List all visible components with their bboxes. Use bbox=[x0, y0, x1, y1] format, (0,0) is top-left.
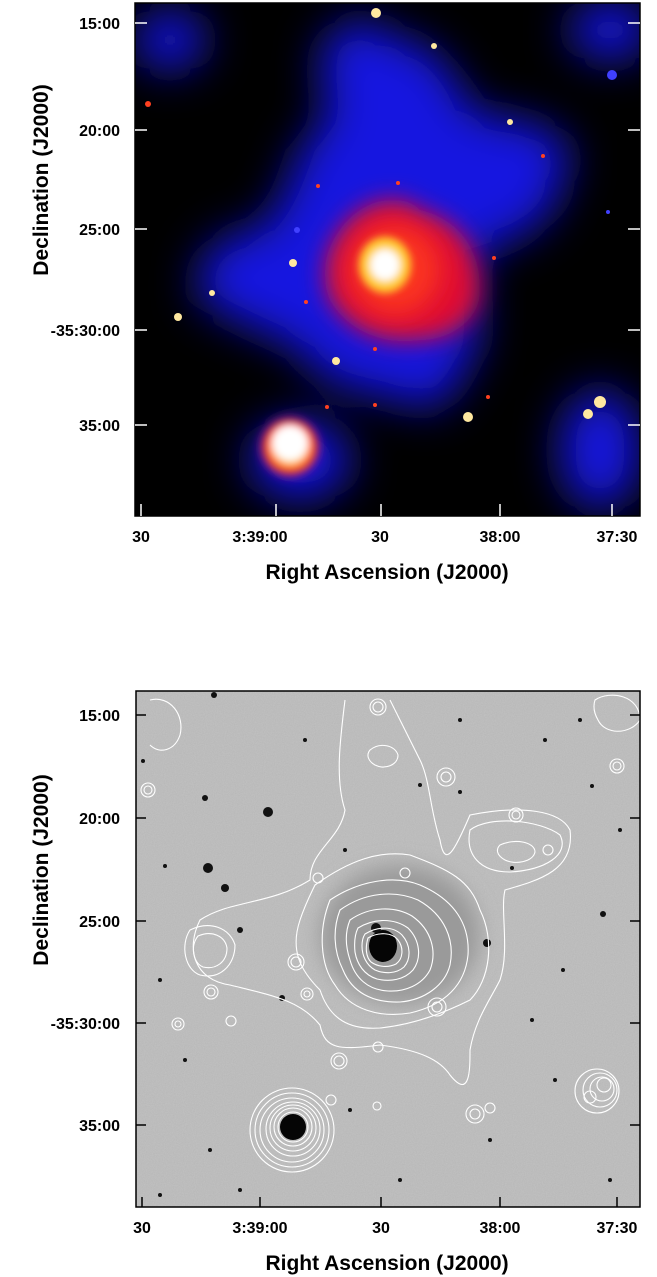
xray-frame bbox=[134, 2, 641, 517]
optical-frame bbox=[135, 690, 641, 1208]
xray-image bbox=[135, 3, 640, 516]
y-tick-label: -35:30:00 bbox=[51, 323, 120, 340]
x-tick-label: 3:39:00 bbox=[232, 1220, 287, 1237]
y-tick-label: 25:00 bbox=[79, 914, 120, 931]
x-tick-label: 38:00 bbox=[480, 1220, 521, 1237]
xray-contours bbox=[140, 694, 640, 1173]
x-tick-label: 30 bbox=[132, 529, 150, 546]
x-tick-label: 30 bbox=[372, 1220, 390, 1237]
x-tick-label: 30 bbox=[371, 529, 389, 546]
optical-figure: 15:00 20:00 25:00 -35:30:00 35:00 30 3:3… bbox=[30, 690, 641, 1275]
y-tick-label: 25:00 bbox=[79, 222, 120, 239]
x-tick-label: 3:39:00 bbox=[232, 529, 287, 546]
y-tick-label: 15:00 bbox=[79, 16, 120, 33]
xray-panel: 15:00 20:00 25:00 -35:30:00 35:00 30 3:3… bbox=[0, 0, 657, 590]
y-axis-title: Declination (J2000) bbox=[30, 84, 53, 275]
y-tick-label: 35:00 bbox=[79, 418, 120, 435]
x-tick-label: 37:30 bbox=[597, 529, 638, 546]
xray-figure: 15:00 20:00 25:00 -35:30:00 35:00 30 3:3… bbox=[30, 2, 641, 584]
x-tick-label: 38:00 bbox=[480, 529, 521, 546]
y-axis-title: Declination (J2000) bbox=[30, 774, 53, 965]
x-axis-title: Right Ascension (J2000) bbox=[265, 561, 508, 584]
optical-image bbox=[136, 691, 640, 1207]
y-tick-label: 35:00 bbox=[79, 1118, 120, 1135]
y-tick-label: 20:00 bbox=[79, 123, 120, 140]
y-tick-label: 20:00 bbox=[79, 811, 120, 828]
x-tick-label: 30 bbox=[133, 1220, 151, 1237]
optical-panel: 15:00 20:00 25:00 -35:30:00 35:00 30 3:3… bbox=[0, 680, 657, 1277]
y-tick-label: 15:00 bbox=[79, 708, 120, 725]
x-axis-title: Right Ascension (J2000) bbox=[265, 1252, 508, 1275]
y-tick-label: -35:30:00 bbox=[51, 1016, 120, 1033]
x-tick-label: 37:30 bbox=[597, 1220, 638, 1237]
